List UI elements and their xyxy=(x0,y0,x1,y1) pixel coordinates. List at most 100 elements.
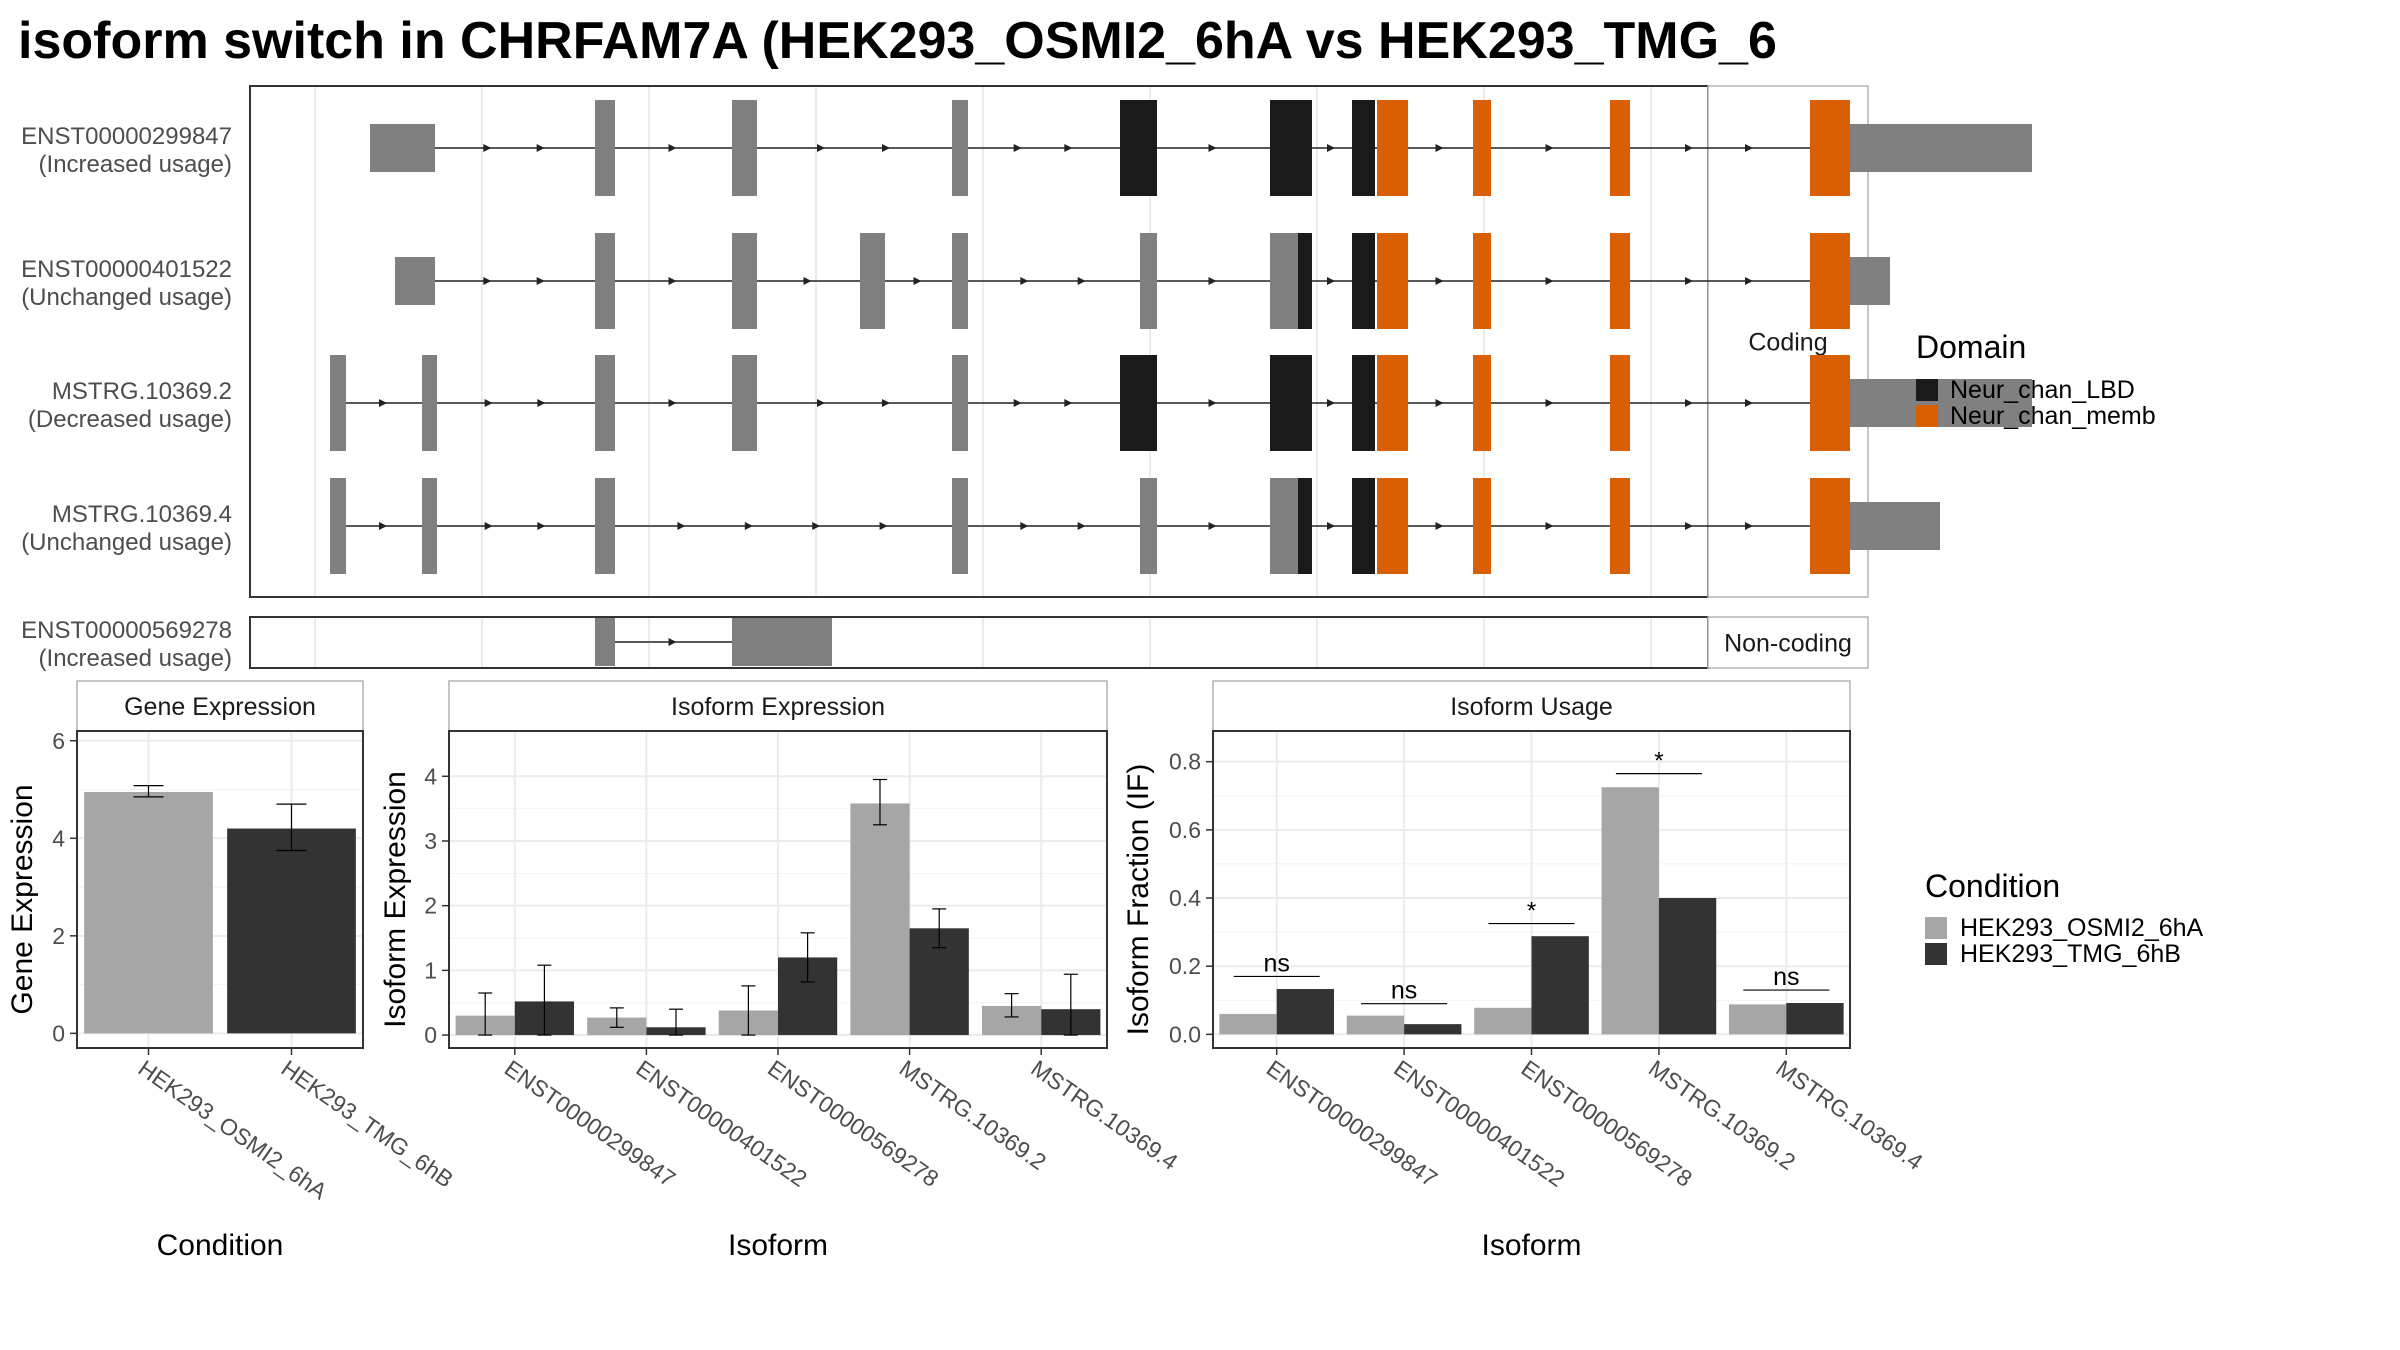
exon-block xyxy=(732,355,743,451)
domain-block xyxy=(1270,100,1312,196)
direction-arrow xyxy=(484,399,493,407)
exon-block xyxy=(1850,124,2032,172)
bar xyxy=(227,828,356,1034)
direction-arrow xyxy=(1077,277,1086,285)
direction-arrow xyxy=(1208,277,1217,285)
direction-arrow xyxy=(1327,277,1335,285)
y-tick-label: 4 xyxy=(424,763,437,789)
domain-block xyxy=(1473,233,1491,329)
exon-block xyxy=(1270,233,1298,329)
direction-arrow xyxy=(1435,522,1444,530)
direction-arrow xyxy=(668,638,677,646)
direction-arrow xyxy=(1208,144,1217,152)
direction-arrow xyxy=(668,277,677,285)
x-axis-title: Isoform xyxy=(728,1229,828,1262)
domain-block xyxy=(1352,100,1375,196)
exon-block xyxy=(330,355,346,451)
transcript-id-label: ENST00000401522 xyxy=(21,256,232,283)
direction-arrow xyxy=(1685,277,1693,285)
y-tick-label: 0.0 xyxy=(1169,1021,1201,1047)
domain-block xyxy=(1810,355,1850,451)
significance-label: ns xyxy=(1263,949,1289,977)
exon-block xyxy=(1850,257,1890,305)
domain-block xyxy=(1352,355,1375,451)
direction-arrow xyxy=(1327,144,1335,152)
noncoding-panel: Non-coding xyxy=(249,616,1869,669)
domain-legend-title: Domain xyxy=(1916,329,2026,365)
exon-block xyxy=(1850,379,2032,427)
bar-charts-panel: Gene Expression0246HEK293_OSMI2_6hAHEK29… xyxy=(6,680,1928,1262)
direction-arrow xyxy=(803,277,812,285)
exon-block xyxy=(1140,233,1157,329)
domain-block xyxy=(1610,478,1630,574)
domain-legend-swatch xyxy=(1916,379,1938,401)
direction-arrow xyxy=(537,522,546,530)
direction-arrow xyxy=(1545,522,1554,530)
bar xyxy=(1601,787,1659,1035)
bar xyxy=(84,791,213,1034)
exon-block xyxy=(952,233,968,329)
y-axis-title: Gene Expression xyxy=(6,784,39,1014)
chart-title: Isoform Expression xyxy=(671,693,885,721)
domain-block xyxy=(1352,233,1375,329)
chart-1: Isoform Expression01234ENST00000299847EN… xyxy=(379,680,1183,1262)
y-tick-label: 2 xyxy=(52,923,65,949)
direction-arrow xyxy=(882,399,890,407)
direction-arrow xyxy=(812,522,821,530)
exon-block xyxy=(422,355,437,451)
bar xyxy=(1531,936,1589,1035)
direction-arrow xyxy=(677,522,686,530)
noncoding-panel-strip-label: Non-coding xyxy=(1724,630,1852,658)
exon-block xyxy=(743,355,757,451)
direction-arrow xyxy=(379,522,387,530)
domain-block xyxy=(1473,478,1491,574)
domain-legend-label: Neur_chan_memb xyxy=(1950,402,2156,430)
direction-arrow xyxy=(536,144,545,152)
bar xyxy=(1786,1003,1844,1035)
direction-arrow xyxy=(537,399,546,407)
direction-arrow xyxy=(1685,522,1693,530)
bar xyxy=(1219,1013,1277,1035)
direction-arrow xyxy=(1435,277,1444,285)
domain-block xyxy=(1610,100,1630,196)
direction-arrow xyxy=(668,144,677,152)
y-tick-label: 0.8 xyxy=(1169,749,1201,775)
exon-block xyxy=(370,124,435,172)
exon-block xyxy=(1270,478,1298,574)
bar xyxy=(1474,1007,1532,1035)
exon-block xyxy=(1140,478,1157,574)
direction-arrow xyxy=(1545,277,1554,285)
chart-title: Isoform Usage xyxy=(1450,693,1613,721)
exon-block xyxy=(732,618,832,666)
exon-block xyxy=(732,233,757,329)
exon-block xyxy=(395,257,435,305)
y-tick-label: 6 xyxy=(52,728,65,754)
exon-block xyxy=(595,355,615,451)
bar xyxy=(1346,1015,1405,1035)
exon-block xyxy=(422,478,437,574)
direction-arrow xyxy=(1077,522,1086,530)
y-tick-label: 0.6 xyxy=(1169,817,1201,843)
noncoding-panel-bg xyxy=(250,617,1708,668)
significance-label: * xyxy=(1527,898,1536,925)
exon-block xyxy=(595,478,615,574)
y-tick-label: 0.2 xyxy=(1169,953,1201,979)
direction-arrow xyxy=(1435,399,1444,407)
direction-arrow xyxy=(1327,399,1335,407)
exon-block xyxy=(952,100,968,196)
direction-arrow xyxy=(1013,399,1022,407)
direction-arrow xyxy=(1745,399,1753,407)
condition-legend-label: HEK293_TMG_6hB xyxy=(1960,940,2181,968)
domain-block xyxy=(1473,100,1491,196)
direction-arrow xyxy=(536,277,545,285)
figure-title: isoform switch in CHRFAM7A (HEK293_OSMI2… xyxy=(18,12,1777,70)
condition-legend-label: HEK293_OSMI2_6hA xyxy=(1960,914,2204,942)
exon-block xyxy=(952,478,968,574)
chart-title: Gene Expression xyxy=(124,693,316,721)
domain-legend-swatch xyxy=(1916,405,1938,427)
y-tick-label: 0 xyxy=(52,1020,65,1046)
direction-arrow xyxy=(1327,522,1335,530)
x-axis-title: Condition xyxy=(157,1229,284,1262)
domain-block xyxy=(1352,478,1375,574)
